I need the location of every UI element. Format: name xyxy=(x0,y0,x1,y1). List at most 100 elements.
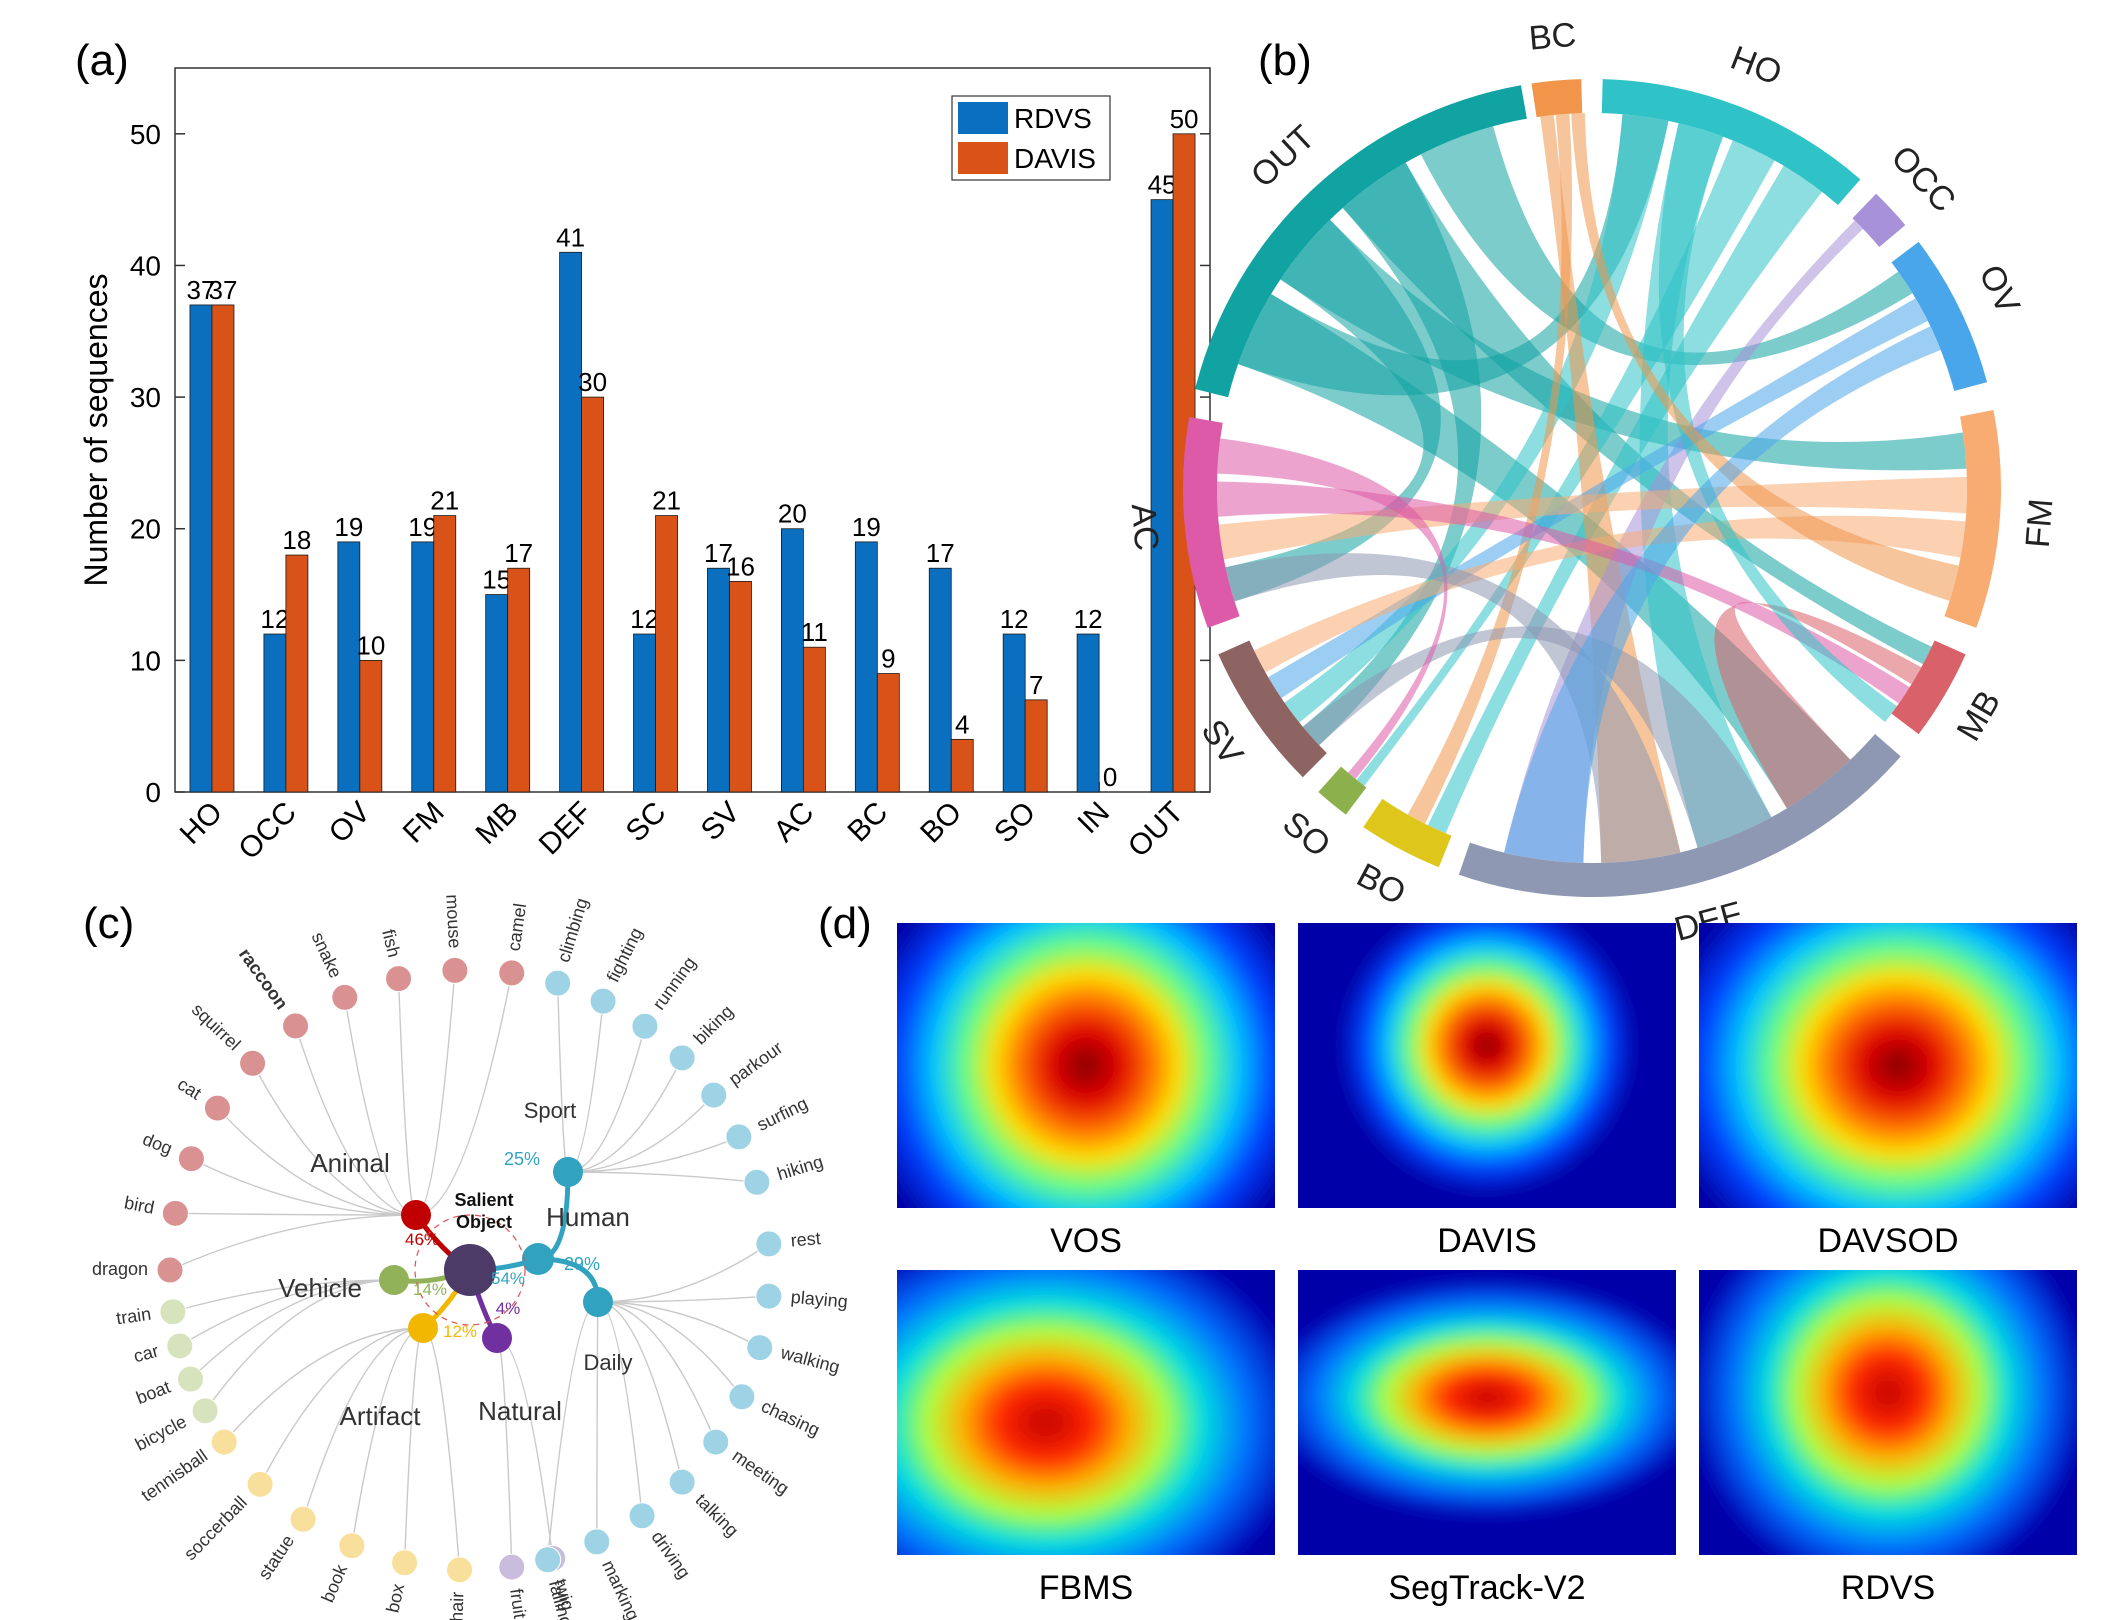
leaf-label-mouse: mouse xyxy=(442,894,465,949)
leaf-node-car xyxy=(166,1332,194,1360)
chord-ribbon-bc-def xyxy=(1540,114,1681,863)
heatmap-saliency-blob xyxy=(1699,923,2077,1208)
chord-arc-sv xyxy=(1218,640,1327,778)
group-label-human: Human xyxy=(546,1202,630,1232)
bar-value-label: 45 xyxy=(1148,170,1177,200)
bar-value-label: 41 xyxy=(556,222,585,252)
y-tick-label: 0 xyxy=(145,777,161,808)
bar-value-label: 50 xyxy=(1170,104,1199,134)
chord-ribbon-ac-so xyxy=(1217,438,1448,780)
leaf-node-tennisball xyxy=(210,1428,238,1456)
bar-value-label: 15 xyxy=(482,565,511,595)
leaf-node-fish xyxy=(385,965,413,993)
leaf-node-running xyxy=(631,1012,659,1040)
bar-value-label: 17 xyxy=(504,538,533,568)
y-axis-label: Number of sequences xyxy=(78,273,114,586)
leaf-node-biking xyxy=(668,1044,696,1072)
bar-value-label: 4 xyxy=(955,709,969,739)
group-share-natural: 4% xyxy=(496,1299,521,1318)
heatmap-davsod: DAVSOD xyxy=(1699,923,2077,1260)
chord-label-fm: FM xyxy=(2019,497,2061,549)
bar-value-label: 16 xyxy=(726,551,755,581)
leaf-node-camel xyxy=(498,959,526,987)
heatmap-saliency-blob xyxy=(897,923,1275,1208)
bar-value-label: 21 xyxy=(652,486,681,516)
chord-ribbon-bc-fm xyxy=(1571,113,1959,601)
bar-rdvs-in xyxy=(1076,633,1100,793)
tree-edge xyxy=(403,1327,424,1563)
group-share-human: 54% xyxy=(491,1269,525,1288)
y-tick-label: 40 xyxy=(130,250,161,281)
chord-arc-so xyxy=(1318,766,1367,815)
bar-value-label: 12 xyxy=(260,604,289,634)
leaf-label-soccerball: soccerball xyxy=(180,1492,251,1564)
chord-arc-ov xyxy=(1891,241,1988,391)
leaf-node-parkour xyxy=(700,1081,728,1109)
leaf-label-squirrel: squirrel xyxy=(188,999,245,1054)
x-tick-label-out: OUT xyxy=(1122,796,1190,864)
bar-davis-sv xyxy=(729,580,752,793)
tree-edge xyxy=(397,978,417,1216)
panel-label-c: (c) xyxy=(83,899,134,948)
heatmap-rdvs: RDVS xyxy=(1699,1270,2077,1607)
leaf-label-dog: dog xyxy=(140,1129,175,1159)
group-share-animal: 46% xyxy=(405,1230,439,1249)
heatmap-caption-segtrack-v2: SegTrack-V2 xyxy=(1388,1569,1585,1607)
leaf-node-chair xyxy=(446,1556,474,1584)
tree-edge xyxy=(175,1212,417,1216)
chord-arc-bo xyxy=(1363,798,1452,868)
bar-rdvs-ac xyxy=(780,528,804,793)
heatmap-caption-vos: VOS xyxy=(1050,1222,1122,1260)
bar-davis-ov xyxy=(359,659,383,793)
bar-value-label: 12 xyxy=(1000,604,1029,634)
bar-rdvs-sv xyxy=(707,567,730,793)
bar-value-label: 12 xyxy=(1074,604,1103,634)
chord-ribbon-out-ac xyxy=(1225,219,1441,602)
leaf-node-surfing xyxy=(725,1123,753,1151)
bar-davis-ho xyxy=(211,304,235,793)
heatmap-panel: (d) VOS DAVIS DAVSOD FBMS SegTrack-V2 RDVS xyxy=(818,899,2077,1607)
tree-edge xyxy=(567,1094,715,1173)
tree-edge xyxy=(415,972,513,1216)
bar-rdvs-fm xyxy=(411,541,435,793)
heatmap-segtrack-v2: SegTrack-V2 xyxy=(1298,1270,1676,1607)
chord-label-out: OUT xyxy=(1244,118,1322,195)
leaf-label-surfing: surfing xyxy=(754,1093,811,1135)
tree-edge xyxy=(216,1107,417,1216)
tree-edge xyxy=(597,1301,643,1516)
leaf-label-train: train xyxy=(115,1304,152,1329)
tree-edge xyxy=(294,1025,417,1216)
leaf-label-talking: talking xyxy=(692,1490,743,1541)
tree-edge xyxy=(596,1301,599,1542)
heatmap-caption-rdvs: RDVS xyxy=(1841,1569,1935,1607)
bar-davis-occ xyxy=(285,554,309,793)
tree-edge xyxy=(344,997,417,1216)
bar-davis-ac xyxy=(802,646,826,793)
bar-value-label: 10 xyxy=(356,630,385,660)
heatmap-caption-davis: DAVIS xyxy=(1437,1222,1537,1260)
bar-value-label: 19 xyxy=(334,512,363,542)
bar-davis-bc xyxy=(876,673,900,793)
chord-ribbon-def-sv xyxy=(1302,626,1772,848)
chord-label-occ: OCC xyxy=(1884,138,1963,219)
group-share-artifact: 12% xyxy=(443,1322,477,1341)
leaf-node-fruit xyxy=(498,1553,526,1581)
leaf-node-book xyxy=(338,1532,366,1560)
chord-arc-def xyxy=(1458,734,1901,898)
heatmap-vos: VOS xyxy=(897,923,1275,1260)
group-label-vehicle: Vehicle xyxy=(278,1273,362,1303)
hub-node-daily xyxy=(583,1287,613,1317)
bar-rdvs-def xyxy=(559,251,583,793)
leaf-node-marking xyxy=(583,1528,611,1556)
x-tick-label-ac: AC xyxy=(768,796,821,849)
bar-davis-bo xyxy=(950,738,974,793)
x-tick-label-bc: BC xyxy=(841,796,894,849)
leaf-node-bicycle xyxy=(191,1397,219,1425)
chord-label-mb: MB xyxy=(1950,684,2009,747)
heatmap-saliency-blob xyxy=(1337,923,1637,1196)
x-tick-label-bo: BO xyxy=(914,796,968,850)
bar-rdvs-bo xyxy=(928,567,952,793)
bar-value-label: 12 xyxy=(630,604,659,634)
chord-ribbon-bc-bo xyxy=(1407,113,1573,824)
